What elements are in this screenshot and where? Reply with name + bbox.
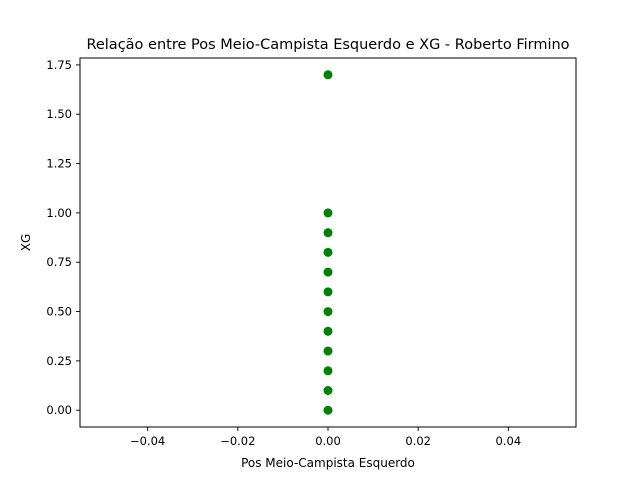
x-axis-label: Pos Meio-Campista Esquerdo bbox=[241, 456, 415, 470]
x-tick-label: −0.04 bbox=[130, 434, 165, 448]
y-axis-label: XG bbox=[19, 234, 33, 252]
scatter-point bbox=[323, 346, 333, 356]
y-tick-label: 1.50 bbox=[46, 107, 72, 121]
y-tick-label: 0.00 bbox=[46, 403, 72, 417]
scatter-point bbox=[323, 228, 333, 238]
y-tick-label: 1.25 bbox=[46, 157, 72, 171]
y-tick-label: 1.00 bbox=[46, 206, 72, 220]
x-tick-label: −0.02 bbox=[220, 434, 255, 448]
y-tick-label: 0.75 bbox=[46, 255, 72, 269]
scatter-point bbox=[323, 208, 333, 218]
x-tick-label: 0.00 bbox=[315, 434, 341, 448]
y-axis-ticks: 0.00 0.25 0.50 0.75 1.00 1.25 1.50 1.75 bbox=[46, 58, 80, 417]
data-points bbox=[323, 70, 333, 415]
scatter-point bbox=[323, 366, 333, 376]
scatter-point bbox=[323, 405, 333, 415]
y-tick-label: 0.50 bbox=[46, 305, 72, 319]
y-tick-label: 1.75 bbox=[46, 58, 72, 72]
y-tick-label: 0.25 bbox=[46, 354, 72, 368]
scatter-point bbox=[323, 70, 333, 80]
scatter-point bbox=[323, 385, 333, 395]
x-axis-ticks: −0.04 −0.02 0.00 0.02 0.04 bbox=[130, 427, 521, 448]
chart-title: Relação entre Pos Meio-Campista Esquerdo… bbox=[86, 37, 569, 53]
x-tick-label: 0.04 bbox=[496, 434, 522, 448]
scatter-point bbox=[323, 287, 333, 297]
scatter-point bbox=[323, 326, 333, 336]
scatter-point bbox=[323, 307, 333, 317]
x-tick-label: 0.02 bbox=[405, 434, 431, 448]
plot-area-frame bbox=[79, 57, 577, 428]
scatter-point bbox=[323, 247, 333, 257]
scatter-point bbox=[323, 267, 333, 277]
